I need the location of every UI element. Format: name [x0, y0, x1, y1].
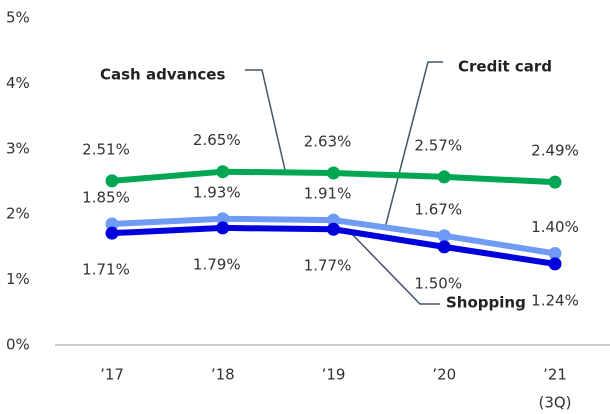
- data-label: 2.51%: [82, 140, 130, 158]
- data-label: 2.63%: [304, 132, 352, 150]
- point: [327, 222, 340, 236]
- point: [327, 166, 340, 180]
- point: [105, 226, 119, 240]
- point: [548, 246, 562, 260]
- series-label: Shopping: [446, 294, 526, 312]
- point: [548, 257, 562, 271]
- data-label: 1.24%: [531, 291, 579, 309]
- data-label: 1.40%: [531, 218, 579, 236]
- series-label: Credit card: [458, 58, 552, 76]
- point: [437, 240, 451, 254]
- x-tick-label: ’21: [543, 366, 567, 384]
- data-label: 2.49%: [531, 142, 579, 160]
- y-tick-label: 0%: [6, 336, 30, 354]
- data-label: 2.57%: [414, 136, 462, 154]
- x-annotation: (3Q): [538, 394, 571, 412]
- y-tick-label: 5%: [6, 9, 30, 27]
- point: [216, 165, 230, 179]
- data-label: 1.77%: [304, 257, 352, 275]
- x-tick-label: ’17: [100, 366, 124, 384]
- y-tick-label: 3%: [6, 139, 30, 157]
- point: [216, 212, 230, 226]
- y-tick-label: 1%: [6, 270, 30, 288]
- series-label: Cash advances: [100, 66, 225, 84]
- point: [548, 175, 562, 189]
- leader-line: [349, 231, 440, 305]
- data-label: 1.71%: [82, 261, 130, 279]
- y-tick-label: 4%: [6, 74, 30, 92]
- point: [216, 221, 230, 235]
- data-label: 1.91%: [304, 185, 352, 203]
- data-label: 1.50%: [414, 274, 462, 292]
- x-tick-label: ’20: [432, 366, 456, 384]
- point: [437, 170, 451, 184]
- x-tick-label: ’18: [211, 366, 235, 384]
- data-label: 1.67%: [414, 200, 462, 218]
- point: [105, 217, 119, 231]
- point: [437, 229, 451, 243]
- data-label: 2.65%: [193, 131, 241, 149]
- point: [327, 213, 340, 227]
- y-tick-label: 2%: [6, 205, 30, 223]
- data-label: 1.79%: [193, 255, 241, 273]
- data-label: 1.85%: [82, 189, 130, 207]
- x-tick-label: ’19: [322, 366, 346, 384]
- data-label: 1.93%: [193, 183, 241, 201]
- leader-line: [245, 69, 286, 171]
- point: [105, 174, 119, 188]
